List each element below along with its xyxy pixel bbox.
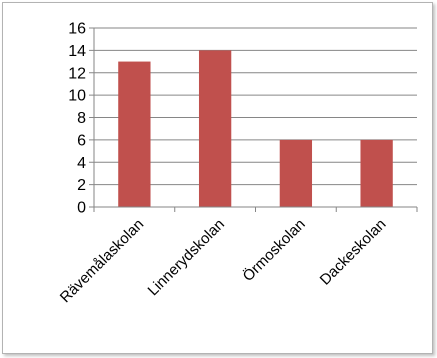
bar-1 [198, 50, 232, 207]
x-category-label: Rävemålaskolan [57, 216, 147, 306]
x-category-label: Linnerydskolan [145, 216, 228, 299]
y-axis-tick-labels: 0 2 4 6 8 10 12 14 16 [68, 21, 86, 217]
y-tick-label: 14 [68, 43, 86, 60]
bar-0 [118, 61, 151, 207]
axes [89, 27, 418, 212]
y-tick-label: 8 [77, 110, 86, 127]
y-tick-label: 0 [77, 200, 86, 217]
x-category-label: Dackeskolan [317, 216, 390, 289]
bar-3 [360, 139, 393, 207]
y-tick-label: 12 [68, 65, 86, 82]
y-tick-label: 16 [68, 21, 86, 38]
y-tick-label: 6 [77, 132, 86, 149]
x-category-label: Örmoskolan [239, 215, 309, 285]
y-tick-label: 4 [77, 155, 86, 172]
bar-2 [279, 139, 313, 207]
y-tick-label: 10 [68, 88, 86, 105]
bars [118, 50, 393, 207]
y-tick-label: 2 [77, 177, 86, 194]
